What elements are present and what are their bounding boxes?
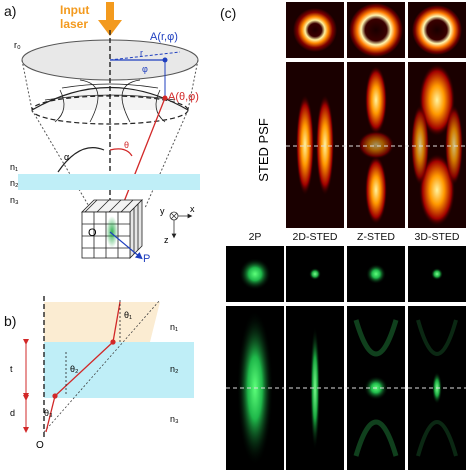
psf-xz-row bbox=[226, 306, 466, 470]
sted-xz-zsted-lobe-bottom bbox=[365, 156, 387, 224]
axis-x-label: x bbox=[190, 204, 195, 214]
psf-xz-3dsted-side-top bbox=[416, 319, 458, 356]
psf-xz-3dsted-side-bottom bbox=[416, 420, 458, 457]
psf-xy-row bbox=[226, 246, 466, 302]
theta3-label: θ₃ bbox=[44, 408, 53, 418]
point-A-red-label: A(θ,φ) bbox=[168, 91, 199, 103]
layer-n2 bbox=[18, 174, 200, 190]
phi-ref-line bbox=[109, 51, 181, 61]
column-labels: 2P 2D-STED Z-STED 3D-STED bbox=[249, 231, 460, 243]
panel-b: b) n₁ n₂ n₃ θ₁ θ₂ θ₃ t d O bbox=[4, 296, 194, 451]
sted-donut-3dsted bbox=[412, 5, 462, 55]
sted-xz-zsted-lobe-top bbox=[365, 66, 387, 134]
point-A-blue-label: A(r,φ) bbox=[150, 31, 178, 43]
b-interface-point-2 bbox=[52, 393, 58, 399]
cone-right bbox=[144, 109, 189, 209]
sted-xz-2dsted-lobe-right bbox=[316, 95, 334, 195]
b-refracted-ray bbox=[45, 301, 121, 433]
sted-donut-2dsted bbox=[293, 8, 337, 52]
input-laser-arrow bbox=[98, 2, 122, 36]
layer-n2-b bbox=[44, 342, 194, 398]
sted-xz-zsted-center bbox=[358, 131, 394, 159]
input-laser-label-line2: laser bbox=[60, 17, 88, 31]
psf-xz-2dsted-spot bbox=[310, 326, 320, 450]
input-laser-label-line1: Input bbox=[60, 3, 89, 17]
alpha-label: α bbox=[64, 152, 69, 162]
side-dotted-left bbox=[21, 59, 33, 111]
axis-z-label: z bbox=[164, 235, 169, 245]
panel-a-label: a) bbox=[4, 3, 16, 19]
focal-spot bbox=[106, 216, 118, 248]
panel-b-label: b) bbox=[4, 313, 16, 329]
sted-psf-row-label: STED PSF bbox=[256, 118, 271, 182]
b-reference-line bbox=[43, 299, 161, 433]
panel-c: (c) STED PSF bbox=[220, 2, 466, 470]
cone-left bbox=[31, 109, 91, 209]
psf-xy-2dsted-spot bbox=[309, 268, 321, 280]
psf-xz-zsted-side-bottom bbox=[353, 419, 399, 457]
p-label: P bbox=[143, 253, 150, 265]
voxel-cube bbox=[81, 199, 143, 259]
panel-c-label: (c) bbox=[220, 5, 236, 21]
d-label: d bbox=[10, 408, 15, 418]
r0-label: r₀ bbox=[14, 40, 21, 50]
psf-xy-zsted-spot bbox=[366, 264, 386, 284]
psf-xz-zsted-side-top bbox=[353, 319, 399, 357]
col-label-2p: 2P bbox=[249, 231, 262, 243]
origin-label: O bbox=[88, 227, 97, 239]
sted-xz-3dsted-lobe-top bbox=[419, 64, 455, 136]
theta-arc bbox=[109, 148, 133, 157]
b-n2-label: n₂ bbox=[170, 364, 179, 374]
n2-label: n₂ bbox=[10, 178, 19, 188]
r-label: r bbox=[140, 48, 143, 58]
layer-n1 bbox=[44, 302, 160, 342]
col-label-3dsted: 3D-STED bbox=[415, 231, 460, 243]
b-interface-point-1 bbox=[110, 339, 116, 345]
panel-a: a) Input laser r₀ r φ A(r,φ) A(θ,φ) bbox=[4, 2, 200, 265]
psf-xy-3dsted-spot bbox=[431, 268, 443, 280]
psf-xy-2p-spot bbox=[239, 258, 271, 290]
sted-xz-3dsted-lobe-bottom bbox=[419, 154, 455, 226]
theta-label: θ bbox=[124, 140, 129, 150]
b-origin-label: O bbox=[36, 440, 44, 451]
sted-xz-row bbox=[286, 62, 466, 228]
theta1-label: θ₁ bbox=[124, 310, 132, 320]
col-label-zsted: Z-STED bbox=[357, 231, 395, 243]
t-label: t bbox=[10, 364, 13, 374]
n3-label: n₃ bbox=[10, 195, 19, 205]
b-n3-label: n₃ bbox=[170, 414, 179, 424]
sted-xz-2dsted-bg bbox=[286, 62, 344, 228]
side-dotted-right bbox=[187, 59, 199, 111]
sted-donut-zsted bbox=[349, 3, 403, 57]
sted-xy-row bbox=[286, 2, 466, 58]
theta2-label: θ₂ bbox=[70, 364, 79, 374]
p-vector bbox=[109, 231, 143, 260]
n1-label: n₁ bbox=[10, 162, 18, 172]
sted-xz-3dsted-lobe-right bbox=[445, 105, 463, 185]
phi-label-top: φ bbox=[142, 64, 148, 74]
coordinate-axes: y x z bbox=[160, 204, 195, 245]
sted-xz-2dsted-lobe-left bbox=[296, 95, 314, 195]
alpha-arc bbox=[57, 147, 105, 173]
sted-xz-3dsted-lobe-left bbox=[411, 105, 429, 185]
b-n1-label: n₁ bbox=[170, 322, 178, 332]
col-label-2dsted: 2D-STED bbox=[293, 231, 338, 243]
axis-y-label: y bbox=[160, 206, 165, 216]
